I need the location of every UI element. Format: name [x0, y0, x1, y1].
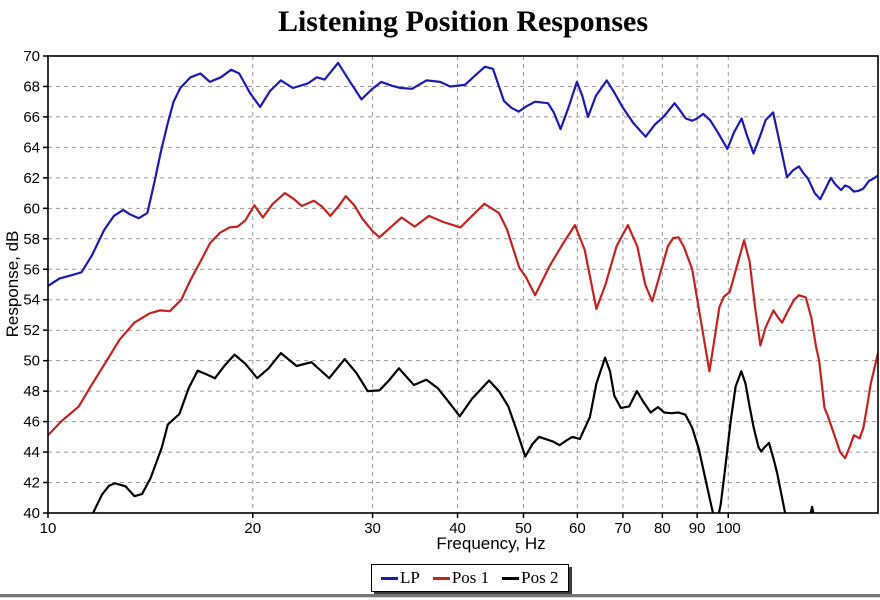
x-tick-label: 20 — [244, 520, 261, 537]
pos2-line-swatch — [502, 576, 520, 580]
legend-item-lp: LP — [381, 568, 420, 588]
x-tick-label: 100 — [716, 520, 741, 537]
y-axis: 40 42 44 46 48 50 52 54 56 58 60 62 64 66 68 70 — [23, 48, 48, 522]
y-tick-label: 42 — [23, 475, 40, 492]
plot-border — [47, 55, 879, 514]
y-tick-label: 48 — [23, 383, 40, 400]
y-tick-label: 64 — [23, 139, 40, 156]
x-tick-label: 30 — [364, 520, 381, 537]
legend-item-pos1: Pos 1 — [432, 568, 490, 588]
y-tick-label: 44 — [23, 444, 40, 461]
legend: LP Pos 1 Pos 2 — [371, 564, 569, 592]
y-tick-label: 52 — [23, 322, 40, 339]
x-tick-label: 40 — [449, 520, 466, 537]
x-tick-label: 60 — [569, 520, 586, 537]
curve-lp — [48, 61, 878, 288]
gridlines — [48, 56, 878, 513]
curve-pos-1 — [48, 192, 878, 460]
y-tick-label: 58 — [23, 231, 40, 248]
x-tick-label: 50 — [515, 520, 532, 537]
legend-item-pos2: Pos 2 — [502, 568, 559, 588]
y-tick-label: 40 — [23, 505, 40, 522]
data-curves — [48, 61, 878, 513]
y-tick-label: 46 — [23, 414, 40, 431]
chart-title: Listening Position Responses — [277, 5, 649, 38]
y-tick-label: 54 — [23, 292, 40, 309]
y-tick-label: 56 — [23, 261, 40, 278]
y-axis-title: Response, dB — [3, 231, 22, 338]
x-axis: 10 20 30 40 50 60 70 80 90 100 — [40, 513, 741, 537]
bottom-divider — [0, 594, 880, 598]
x-tick-label: 90 — [689, 520, 706, 537]
pos1-line-swatch — [432, 576, 450, 580]
lp-line-swatch — [381, 576, 398, 580]
y-tick-label: 50 — [23, 353, 40, 370]
x-tick-label: 10 — [40, 520, 57, 537]
curve-pos-2 — [90, 352, 815, 513]
y-tick-label: 68 — [23, 78, 40, 95]
y-tick-label: 60 — [23, 200, 40, 217]
y-tick-label: 62 — [23, 170, 40, 187]
legend-label-lp: LP — [400, 568, 420, 587]
legend-label-pos1: Pos 1 — [451, 568, 490, 587]
legend-label-pos2: Pos 2 — [521, 568, 559, 587]
x-tick-label: 70 — [615, 520, 632, 537]
x-axis-title: Frequency, Hz — [436, 534, 545, 553]
y-tick-label: 70 — [23, 48, 40, 65]
y-tick-label: 66 — [23, 109, 40, 126]
x-tick-label: 80 — [654, 520, 671, 537]
